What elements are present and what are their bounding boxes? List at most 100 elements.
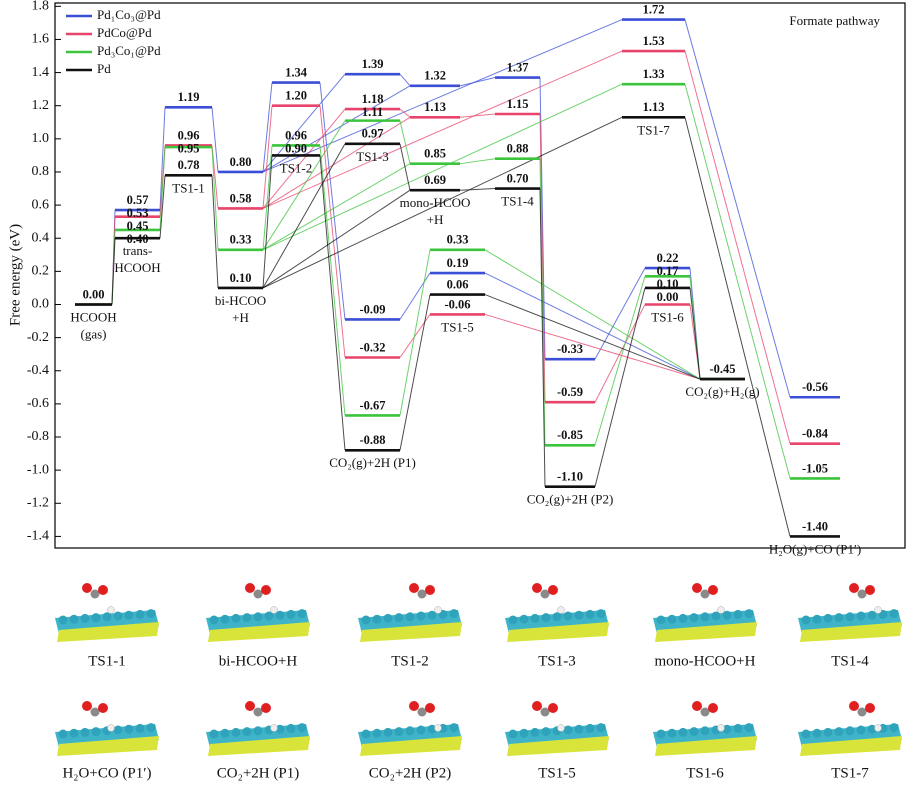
value-label: 0.33 <box>447 233 469 247</box>
atom <box>678 727 688 737</box>
atom-o <box>548 585 558 595</box>
atom-o <box>261 585 271 595</box>
atom-c <box>417 707 427 717</box>
value-label: 1.19 <box>178 90 200 104</box>
state-label: TS1-7 <box>637 122 670 137</box>
atom <box>394 727 404 737</box>
atom <box>722 610 732 620</box>
value-label: 0.57 <box>127 193 149 207</box>
atom <box>231 727 241 737</box>
connector <box>539 77 546 360</box>
structure <box>55 701 159 756</box>
atom-h <box>717 606 725 614</box>
atom-h <box>434 606 442 614</box>
structure-caption: TS1-1 <box>88 653 126 669</box>
structure-caption: TS1-7 <box>831 765 869 781</box>
atom-h <box>557 724 565 732</box>
connector <box>539 113 546 403</box>
atom <box>220 614 230 624</box>
atom-c <box>90 707 100 717</box>
atom-c <box>857 707 867 717</box>
atom-o <box>532 583 542 593</box>
atom <box>113 725 123 735</box>
atom <box>744 723 754 733</box>
y-tick-label: 0.0 <box>32 297 50 312</box>
atom <box>596 723 606 733</box>
connector <box>262 120 346 251</box>
y-tick-label: -1.4 <box>27 529 49 544</box>
atom <box>689 613 699 623</box>
value-label: 0.58 <box>230 191 252 205</box>
connector <box>159 107 166 211</box>
atom <box>530 613 540 623</box>
atom <box>812 728 822 738</box>
value-label: 0.80 <box>230 155 252 169</box>
value-label: 0.40 <box>127 232 149 246</box>
value-label: -0.85 <box>557 428 583 442</box>
atom <box>209 615 219 625</box>
atom <box>58 615 68 625</box>
value-label: 0.19 <box>447 256 469 270</box>
atom <box>264 611 274 621</box>
atom-c <box>540 589 550 599</box>
atom <box>275 724 285 734</box>
slab-yellow <box>208 622 310 642</box>
atom <box>383 727 393 737</box>
structures: TS1-1 bi-HCOO+H TS1-2 TS1-3 mono-HCOO+H TS1-4… <box>55 583 902 781</box>
connector <box>399 143 411 191</box>
atom-h <box>270 724 278 732</box>
atom <box>508 615 518 625</box>
state-label: CO₂(g)+2H (P2) <box>527 492 614 507</box>
legend-label: Pd₃Co₁@Pd <box>97 43 161 58</box>
atom <box>563 725 573 735</box>
value-label: -1.10 <box>557 470 583 484</box>
atom <box>733 609 743 619</box>
value-label: 0.78 <box>178 158 200 172</box>
connector <box>262 163 411 251</box>
value-label: 0.69 <box>424 173 446 187</box>
structure-caption: CO₂+2H (P2) <box>369 765 451 781</box>
connector <box>684 19 791 398</box>
atom-o <box>708 703 718 713</box>
value-label: -0.45 <box>709 362 735 376</box>
atom <box>383 613 393 623</box>
value-label: -0.33 <box>557 342 583 356</box>
atom-o <box>865 703 875 713</box>
atom-o <box>245 583 255 593</box>
legend-label: Pd <box>97 61 111 76</box>
connector <box>684 117 791 537</box>
structure-caption: TS1-3 <box>538 653 576 669</box>
connector <box>484 313 701 380</box>
state-label: TS1-4 <box>501 194 534 209</box>
y-tick-label: -1.0 <box>27 462 49 477</box>
value-label: 0.53 <box>127 206 149 220</box>
state-label: TS1-5 <box>441 319 474 334</box>
atom <box>856 725 866 735</box>
atom-h <box>717 724 725 732</box>
structure-caption: TS1-6 <box>686 765 724 781</box>
y-tick-label: 0.4 <box>32 230 50 245</box>
state-label: CO₂(g)+H₂(g) <box>685 384 759 399</box>
structure <box>358 583 462 642</box>
connector <box>459 113 496 118</box>
connector <box>111 238 116 305</box>
atom <box>69 728 79 738</box>
atom-o <box>98 585 108 595</box>
connector <box>319 105 346 358</box>
connector <box>319 155 346 451</box>
atom <box>416 611 426 621</box>
atom-c <box>700 589 710 599</box>
state-label: TS1-1 <box>172 180 205 195</box>
connector <box>262 143 346 289</box>
y-tick-label: 0.8 <box>32 164 50 179</box>
structure-caption: TS1-5 <box>538 765 576 781</box>
structure-caption: H₂O+CO (P1′) <box>62 765 151 781</box>
atom-h <box>557 606 565 614</box>
connector <box>399 108 411 118</box>
state-label: TS1-6 <box>651 309 684 324</box>
atom-h <box>874 724 882 732</box>
atom <box>667 614 677 624</box>
connector <box>459 158 496 165</box>
value-label: 1.53 <box>643 34 665 48</box>
value-label: -1.05 <box>802 461 828 475</box>
